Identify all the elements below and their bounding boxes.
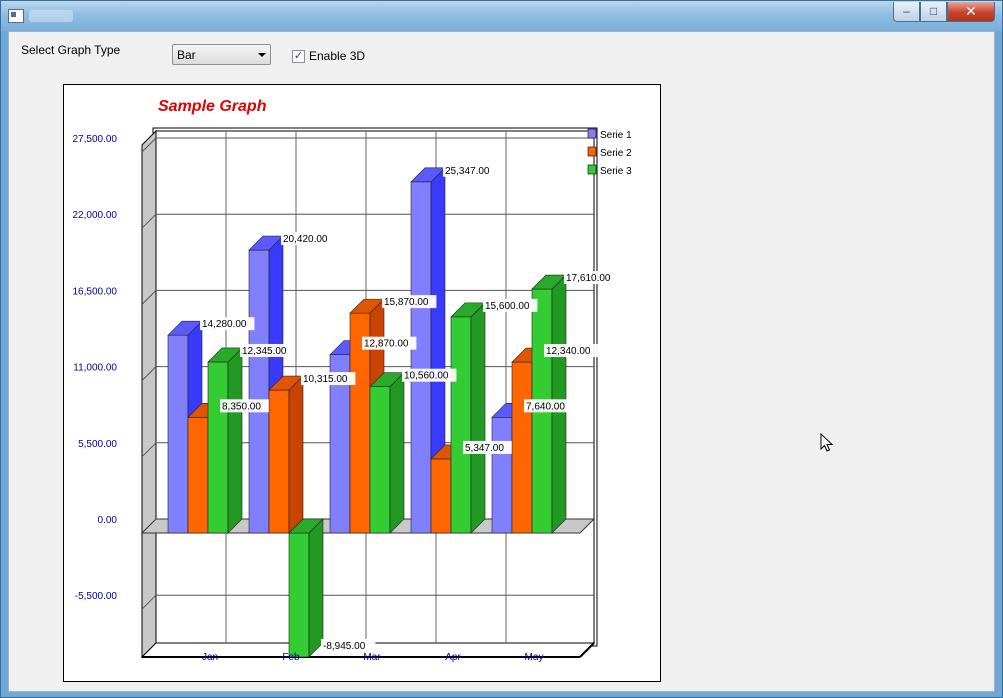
graph-type-value: Bar: [177, 48, 196, 62]
data-label-bg: [483, 298, 538, 312]
close-button[interactable]: ✕: [947, 2, 995, 22]
data-label-bg: [382, 295, 437, 309]
y-tick-label: 0.00: [98, 515, 118, 526]
legend-entry: Serie 3: [600, 166, 632, 177]
data-label: 8,350.00: [222, 401, 261, 412]
chart-title: Sample Graph: [158, 98, 267, 115]
x-tick-label: Jan: [202, 652, 218, 663]
bar: [430, 458, 452, 534]
grid-line-h-side: [141, 290, 157, 305]
y-tick-label: 27,500.00: [73, 134, 118, 145]
data-label-bg: [524, 399, 573, 413]
close-icon: ✕: [965, 3, 977, 19]
enable-3d-label[interactable]: Enable 3D: [309, 49, 366, 63]
bar: [511, 361, 533, 534]
chevron-down-icon: [258, 53, 266, 57]
x-tick-label: May: [525, 652, 544, 663]
data-label: 10,560.00: [404, 371, 449, 382]
plot-left-wall: [141, 129, 157, 659]
bar: [491, 417, 513, 534]
data-label: 5,347.00: [465, 443, 504, 454]
graph-type-select[interactable]: Bar: [172, 44, 271, 65]
y-tick-label: 11,000.00: [73, 363, 117, 374]
data-label: 14,280.00: [202, 319, 247, 330]
data-label-bg: [463, 440, 512, 454]
legend-swatch: [587, 128, 597, 139]
chart-panel: 27,500.00 22,000.00 16,500.00 11,000.00 5,50…: [63, 84, 661, 682]
data-label-bg: [301, 372, 356, 386]
data-label-bg: [544, 344, 599, 358]
bar: [369, 386, 391, 534]
data-label: 15,600.00: [485, 301, 530, 312]
minimize-icon: –: [903, 4, 910, 18]
bar-side: [470, 302, 486, 534]
data-label: 12,870.00: [364, 339, 409, 350]
bar-side: [389, 371, 405, 534]
data-label: 15,870.00: [384, 297, 429, 308]
bar: [207, 361, 229, 534]
title-bar[interactable]: – □ ✕: [1, 1, 1002, 31]
data-label-bg: [240, 343, 295, 357]
bar: [288, 532, 310, 658]
y-tick-label: 22,000.00: [73, 210, 118, 221]
client-area: Select Graph Type Bar ✓ Enable 3D 27,500…: [8, 31, 995, 692]
data-label-bg: [220, 399, 269, 413]
mouse-cursor-icon: [820, 433, 834, 452]
bar: [410, 181, 432, 534]
window-title: [29, 10, 73, 22]
legend-swatch: [587, 146, 597, 157]
bar: [167, 334, 189, 534]
data-label: 20,420.00: [283, 234, 328, 245]
bar-side: [308, 518, 324, 658]
minimize-button[interactable]: –: [893, 2, 920, 22]
data-label: -8,945.00: [323, 641, 366, 652]
x-tick-label: Feb: [282, 652, 300, 663]
y-tick-label: -5,500.00: [75, 591, 118, 602]
y-tick-label: 5,500.00: [78, 439, 117, 450]
legend-swatch: [587, 164, 597, 175]
legend-entry: Serie 1: [600, 130, 632, 141]
data-label-bg: [402, 368, 457, 382]
bar-side: [288, 375, 304, 534]
x-tick-label: Mar: [363, 652, 381, 663]
data-label-bg: [200, 317, 255, 331]
bar: [268, 389, 290, 534]
data-label: 12,340.00: [546, 346, 591, 357]
y-tick-label: 16,500.00: [73, 286, 118, 297]
bar: [187, 417, 209, 534]
grid-line-h-side: [141, 137, 157, 153]
check-icon: ✓: [293, 50, 304, 62]
data-label-bg: [281, 232, 336, 246]
graph-type-label: Select Graph Type: [21, 43, 121, 57]
plot-floor-corner: [579, 642, 595, 658]
grid-line-h-side: [141, 442, 157, 458]
maximize-button[interactable]: □: [920, 2, 947, 22]
data-label-bg: [564, 271, 619, 285]
data-label: 7,640.00: [526, 401, 565, 412]
x-tick-label: Apr: [445, 652, 461, 663]
maximize-icon: □: [929, 4, 938, 18]
grid-line-h-side: [141, 594, 157, 610]
data-label-bg: [443, 163, 498, 177]
grid-line-h-side: [141, 213, 157, 229]
data-label-bg: [362, 336, 417, 350]
bar-side: [227, 347, 243, 534]
bar: [450, 316, 472, 534]
grid-line-h-side: [141, 366, 157, 381]
bar-top: [288, 518, 324, 534]
bar: [248, 249, 270, 534]
data-label: 17,610.00: [566, 273, 611, 284]
app-icon[interactable]: [8, 9, 24, 23]
data-label-bg: [321, 638, 376, 652]
legend-entry: Serie 2: [600, 148, 632, 159]
bar-chart: 27,500.00 22,000.00 16,500.00 11,000.00 5,50…: [73, 127, 632, 663]
data-label: 12,345.00: [242, 346, 287, 357]
data-label: 10,315.00: [303, 374, 348, 385]
data-label: 25,347.00: [445, 166, 490, 177]
enable-3d-checkbox[interactable]: ✓: [292, 50, 305, 63]
